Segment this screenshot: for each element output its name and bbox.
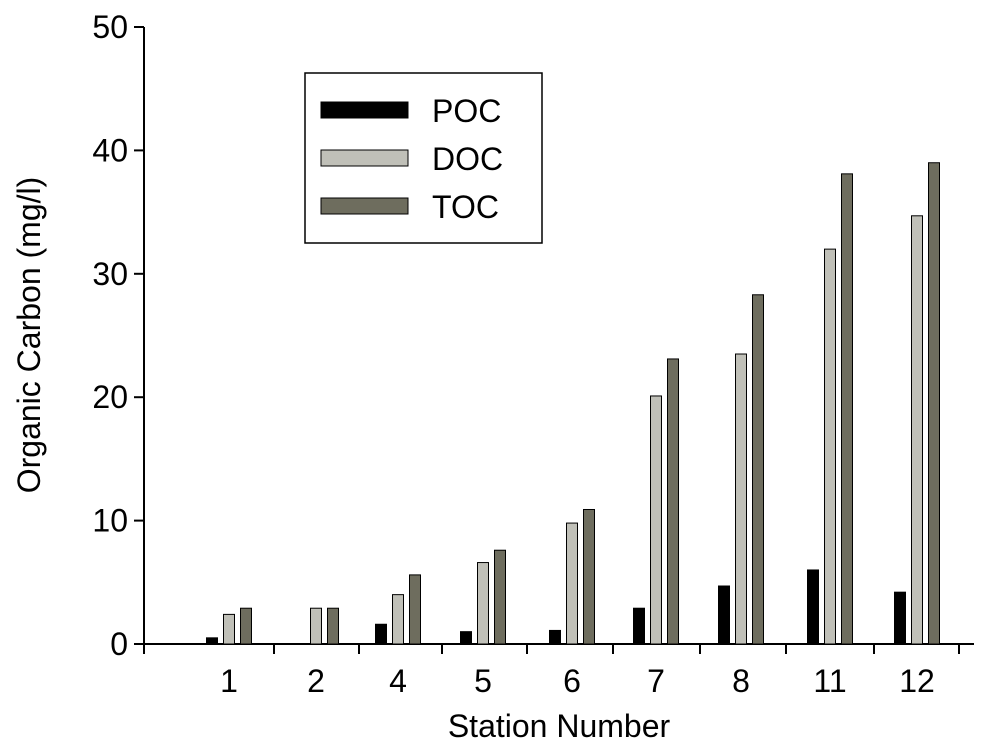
y-tick-label: 10: [92, 503, 128, 539]
bar-doc: [223, 613, 235, 645]
x-tick-label: 1: [220, 663, 238, 699]
bar-doc: [824, 248, 836, 645]
legend-swatch-poc: [320, 101, 409, 119]
y-tick-label: 50: [92, 9, 128, 45]
y-tick-label: 30: [92, 256, 128, 292]
bar-toc: [752, 294, 764, 645]
y-tick-label: 20: [92, 379, 128, 415]
x-tick-label: 2: [307, 663, 325, 699]
legend-swatch-doc: [320, 149, 409, 167]
legend-label-toc: TOC: [432, 189, 499, 225]
legend: POC DOC TOC: [304, 72, 543, 244]
x-tick-label: 8: [732, 663, 750, 699]
legend-items: POC DOC TOC: [320, 93, 503, 225]
bar-poc: [633, 607, 645, 645]
bar-doc: [566, 522, 578, 645]
bar-toc: [667, 358, 679, 645]
y-ticks: 0 10 20 30 40 50: [92, 9, 144, 662]
x-ticks: 1 2 4 5 6 7 8 11 12: [143, 644, 960, 699]
bar-toc: [494, 549, 506, 645]
x-axis-title: Station Number: [448, 708, 671, 742]
legend-label-poc: POC: [432, 93, 501, 129]
bar-poc: [549, 629, 561, 645]
bar-doc: [735, 353, 747, 645]
bar-toc: [928, 162, 940, 645]
y-tick-label: 40: [92, 132, 128, 168]
x-tick-label: 4: [389, 663, 407, 699]
bar-toc: [841, 173, 853, 645]
x-tick-label: 11: [813, 663, 846, 699]
y-axis-title: Organic Carbon (mg/l): [11, 177, 47, 494]
x-tick-label: 12: [899, 663, 935, 699]
bar-doc: [477, 562, 489, 645]
y-tick-label: 0: [110, 626, 128, 662]
legend-label-doc: DOC: [432, 141, 503, 177]
bar-doc: [392, 594, 404, 645]
bar-poc: [460, 631, 472, 645]
bar-poc: [807, 569, 819, 645]
bar-doc: [911, 215, 923, 645]
bar-poc: [894, 591, 906, 645]
x-tick-label: 6: [563, 663, 581, 699]
bar-toc: [583, 508, 595, 645]
bar-toc: [409, 574, 421, 645]
bar-doc: [310, 607, 322, 645]
x-tick-label: 7: [647, 663, 665, 699]
bar-poc: [206, 637, 218, 645]
bar-poc: [718, 585, 730, 645]
bar-toc: [240, 607, 252, 645]
bar-doc: [650, 395, 662, 645]
bars: [206, 162, 940, 645]
bar-toc: [327, 607, 339, 645]
x-tick-label: 5: [474, 663, 492, 699]
bar-poc: [375, 623, 387, 645]
legend-swatch-toc: [320, 197, 409, 215]
